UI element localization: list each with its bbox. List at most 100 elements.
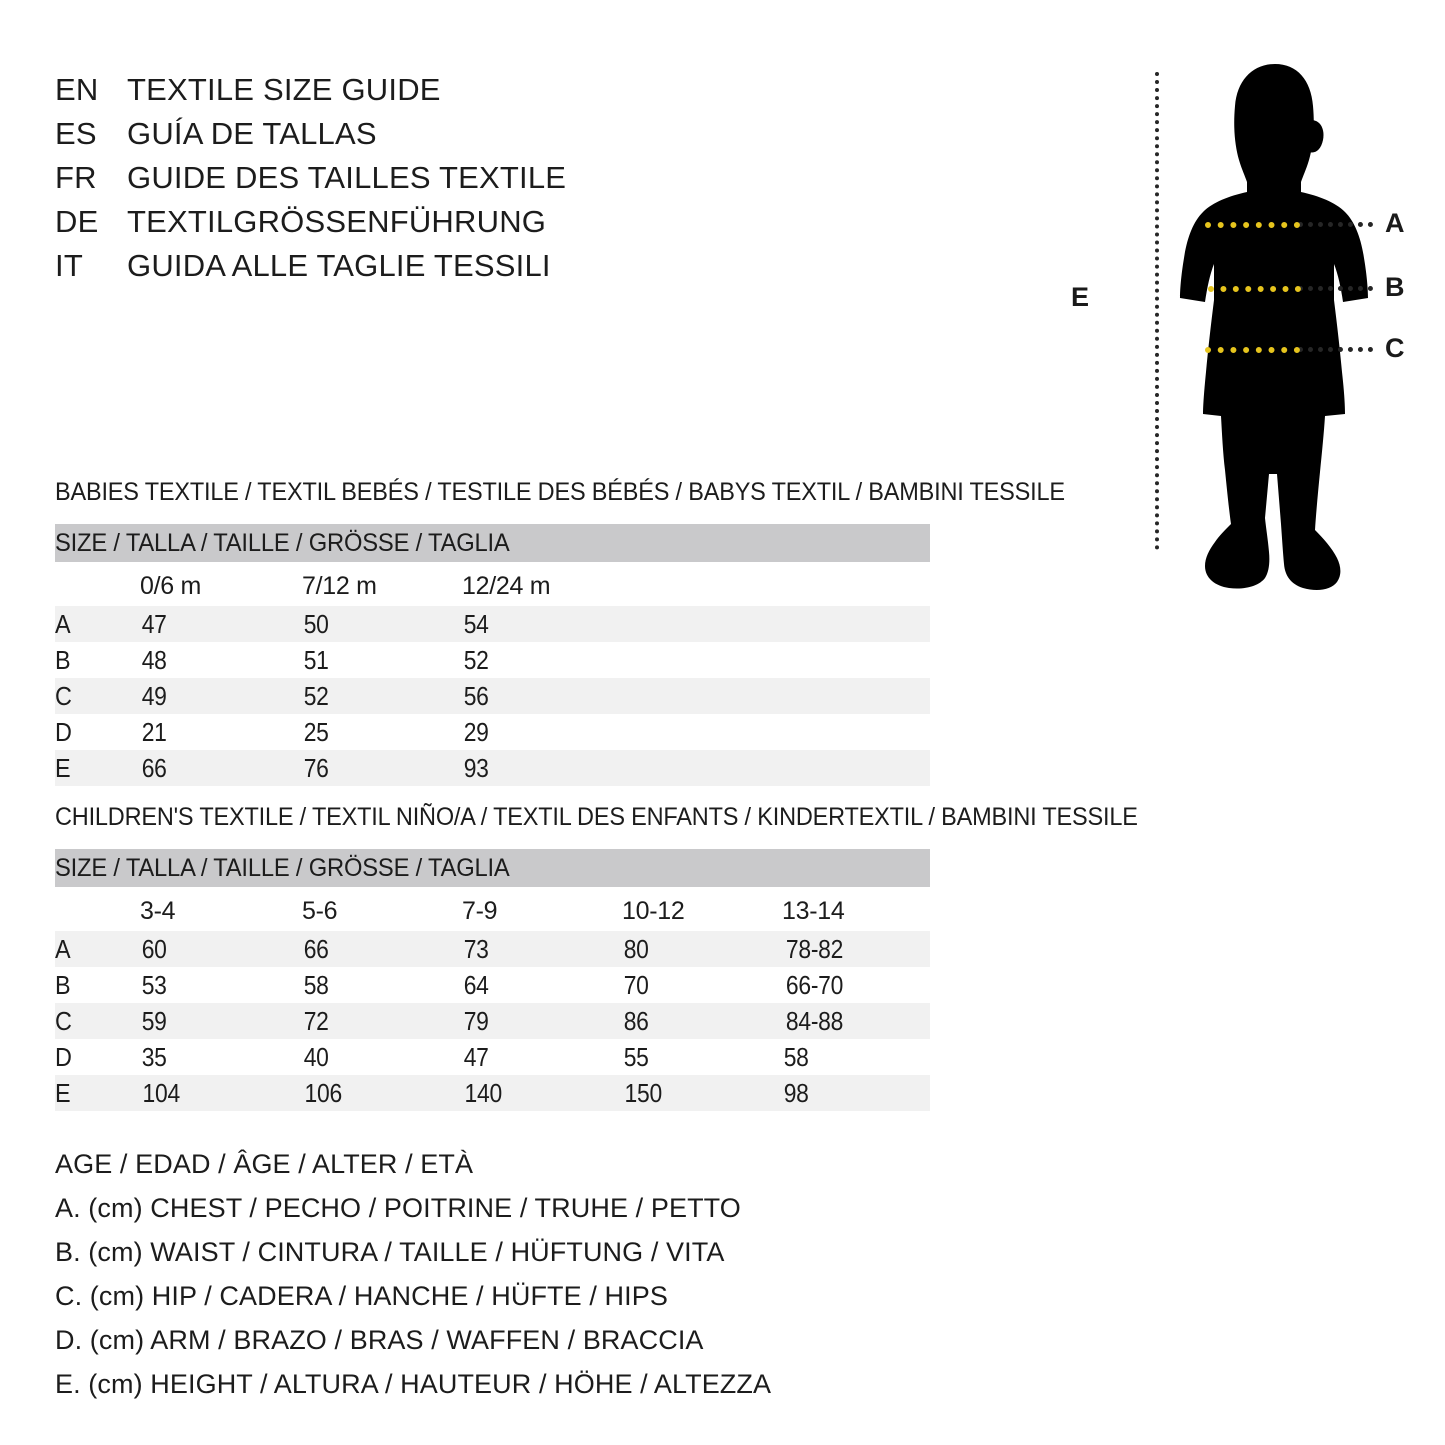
children-d-0: 35: [141, 1041, 167, 1072]
title-text-en: TEXTILE SIZE GUIDE: [127, 72, 441, 107]
children-a-4: 78-82: [785, 933, 844, 964]
babies-row-label-d: D: [55, 716, 72, 747]
children-e-3: 150: [624, 1077, 663, 1108]
children-row-label-b: B: [55, 969, 71, 1000]
table-row: E 66 76 93: [55, 750, 930, 786]
lang-code-es: ES: [55, 116, 97, 151]
legend-line-d-arm: D. (cm) ARM / BRAZO / BRAS / WAFFEN / BR…: [55, 1325, 704, 1355]
table-row: B 48 51 52: [55, 642, 930, 678]
babies-col-0: 0/6 m: [140, 571, 202, 600]
table-row: B 53 58 64 70 66-70: [55, 967, 930, 1003]
title-row-de: DE TEXTILGRÖSSENFÜHRUNG: [55, 204, 675, 248]
title-text-fr: GUIDE DES TAILLES TEXTILE: [127, 160, 567, 195]
title-row-it: IT GUIDA ALLE TAGLIE TESSILI: [55, 248, 675, 292]
children-size-table: SIZE / TALLA / TAILLE / GRÖSSE / TAGLIA …: [55, 849, 930, 1111]
babies-row-label-e: E: [55, 752, 71, 783]
height-guide-line-e: [1155, 72, 1159, 550]
lang-code-it: IT: [55, 248, 83, 283]
children-c-0: 59: [141, 1005, 167, 1036]
measurement-legend: AGE / EDAD / ÂGE / ALTER / ETÀ A. (cm) C…: [55, 1142, 771, 1406]
babies-c-2: 56: [463, 680, 489, 711]
babies-row-label-b: B: [55, 644, 71, 675]
legend-line-a-chest: A. (cm) CHEST / PECHO / POITRINE / TRUHE…: [55, 1193, 741, 1223]
babies-section-title: BABIES TEXTILE / TEXTIL BEBÉS / TESTILE …: [55, 478, 1065, 506]
leader-line-b: [1298, 286, 1373, 291]
lang-code-en: EN: [55, 72, 99, 107]
children-col-4: 13-14: [782, 896, 845, 925]
babies-band-header: SIZE / TALLA / TAILLE / GRÖSSE / TAGLIA: [55, 524, 930, 562]
legend-line-e-height: E. (cm) HEIGHT / ALTURA / HAUTEUR / HÖHE…: [55, 1369, 772, 1399]
children-a-0: 60: [141, 933, 167, 964]
figure-label-c: C: [1385, 333, 1405, 363]
figure-label-a: A: [1385, 208, 1405, 238]
leader-line-a: [1298, 222, 1373, 227]
children-d-2: 47: [463, 1041, 489, 1072]
title-text-de: TEXTILGRÖSSENFÜHRUNG: [127, 204, 547, 239]
lang-code-fr: FR: [55, 160, 97, 195]
babies-size-table: SIZE / TALLA / TAILLE / GRÖSSE / TAGLIA …: [55, 524, 930, 786]
babies-b-2: 52: [463, 644, 489, 675]
children-band-label: SIZE / TALLA / TAILLE / GRÖSSE / TAGLIA: [55, 853, 510, 882]
table-row: A 60 66 73 80 78-82: [55, 931, 930, 967]
children-b-3: 70: [623, 969, 649, 1000]
figure-label-e: E: [1071, 282, 1090, 312]
table-row: C 59 72 79 86 84-88: [55, 1003, 930, 1039]
title-block: EN TEXTILE SIZE GUIDE ES GUÍA DE TALLAS …: [55, 72, 675, 292]
legend-line-age: AGE / EDAD / ÂGE / ALTER / ETÀ: [55, 1149, 474, 1179]
hip-measure-line-c: [1205, 347, 1300, 353]
children-col-3: 10-12: [622, 896, 685, 925]
children-b-0: 53: [141, 969, 167, 1000]
children-e-2: 140: [464, 1077, 503, 1108]
children-section-title: CHILDREN'S TEXTILE / TEXTIL NIÑO/A / TEX…: [55, 803, 1138, 831]
children-e-4: 98: [783, 1077, 809, 1108]
babies-d-1: 25: [303, 716, 329, 747]
babies-a-1: 50: [303, 608, 329, 639]
babies-e-1: 76: [303, 752, 329, 783]
babies-e-2: 93: [463, 752, 489, 783]
table-row: E 104 106 140 150 98: [55, 1075, 930, 1111]
children-c-4: 84-88: [785, 1005, 844, 1036]
children-d-1: 40: [303, 1041, 329, 1072]
children-a-3: 80: [623, 933, 649, 964]
children-row-label-c: C: [55, 1005, 72, 1036]
children-row-label-d: D: [55, 1041, 72, 1072]
table-row: D 21 25 29: [55, 714, 930, 750]
measurement-figure: E D A B C: [1045, 50, 1445, 620]
babies-col-1: 7/12 m: [302, 571, 377, 600]
children-b-4: 66-70: [785, 969, 844, 1000]
children-a-2: 73: [463, 933, 489, 964]
babies-c-0: 49: [141, 680, 167, 711]
children-d-3: 55: [623, 1041, 649, 1072]
children-col-0: 3-4: [140, 896, 176, 925]
table-row: D 35 40 47 55 58: [55, 1039, 930, 1075]
legend-line-c-hip: C. (cm) HIP / CADERA / HANCHE / HÜFTE / …: [55, 1281, 668, 1311]
lang-code-de: DE: [55, 204, 99, 239]
babies-b-1: 51: [303, 644, 329, 675]
leader-line-c: [1298, 347, 1373, 352]
waist-measure-line-b: [1208, 286, 1301, 292]
children-b-2: 64: [463, 969, 489, 1000]
babies-d-2: 29: [463, 716, 489, 747]
children-c-3: 86: [623, 1005, 649, 1036]
table-row: C 49 52 56: [55, 678, 930, 714]
babies-band-label: SIZE / TALLA / TAILLE / GRÖSSE / TAGLIA: [55, 528, 510, 557]
title-row-es: ES GUÍA DE TALLAS: [55, 116, 675, 160]
children-col-1: 5-6: [302, 896, 338, 925]
legend-line-b-waist: B. (cm) WAIST / CINTURA / TAILLE / HÜFTU…: [55, 1237, 725, 1267]
children-e-0: 104: [142, 1077, 181, 1108]
children-band-header: SIZE / TALLA / TAILLE / GRÖSSE / TAGLIA: [55, 849, 930, 887]
children-section: CHILDREN'S TEXTILE / TEXTIL NIÑO/A / TEX…: [55, 803, 1215, 1111]
babies-col-2: 12/24 m: [462, 571, 551, 600]
children-c-2: 79: [463, 1005, 489, 1036]
children-d-4: 58: [783, 1041, 809, 1072]
babies-a-0: 47: [141, 608, 167, 639]
children-b-1: 58: [303, 969, 329, 1000]
child-silhouette-icon: [1180, 64, 1368, 590]
chest-measure-line-a: [1205, 222, 1300, 228]
table-row: A 47 50 54: [55, 606, 930, 642]
babies-d-0: 21: [141, 716, 167, 747]
babies-section: BABIES TEXTILE / TEXTIL BEBÉS / TESTILE …: [55, 478, 1215, 786]
babies-a-2: 54: [463, 608, 489, 639]
children-column-header-row: 3-4 5-6 7-9 10-12 13-14: [55, 887, 930, 931]
